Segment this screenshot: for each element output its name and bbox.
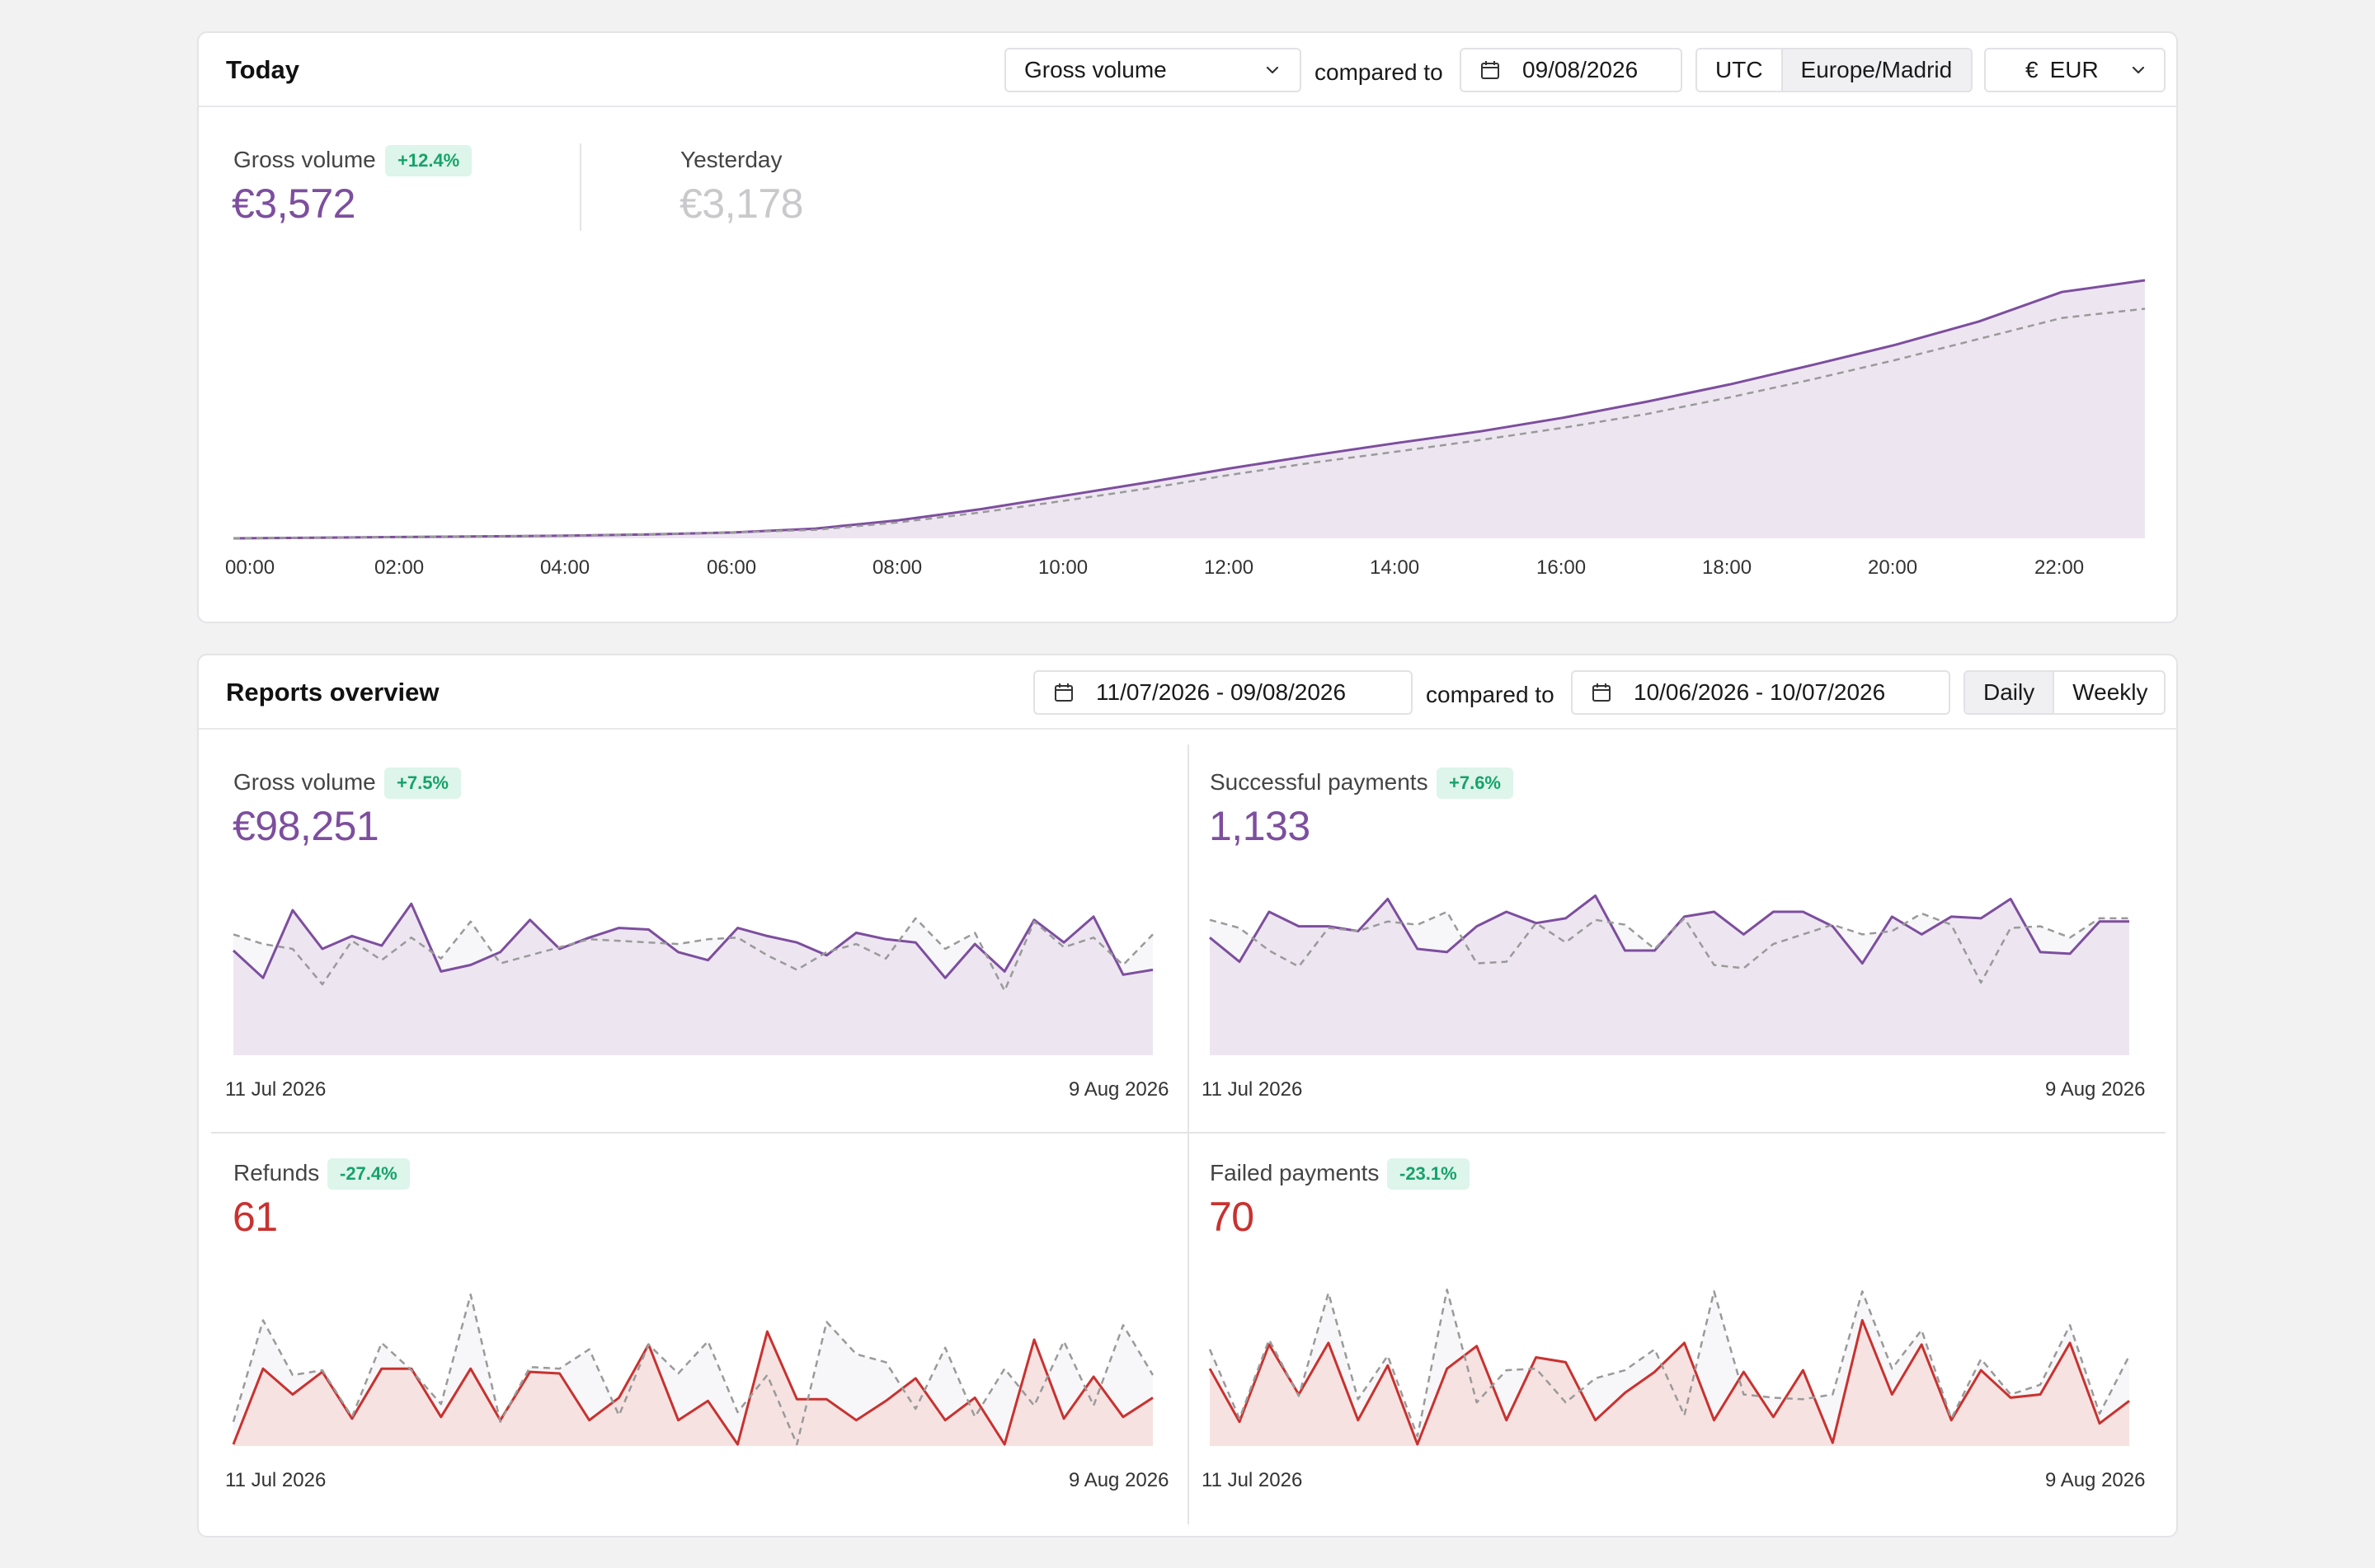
panel-1-line-compare xyxy=(1209,910,2129,984)
today-chart xyxy=(233,279,2146,540)
x-tick-label: 10:00 xyxy=(1038,556,1089,579)
date-range-value: 11/07/2026 - 09/08/2026 xyxy=(1096,679,1347,705)
calendar-icon xyxy=(1053,682,1075,703)
granularity-toggle: Daily Weekly xyxy=(1963,670,2166,715)
today-primary-value: €3,572 xyxy=(232,181,355,227)
panel-change-badge: -27.4% xyxy=(327,1158,410,1190)
today-change-badge: +12.4% xyxy=(385,145,473,176)
reports-compared-to-label: compared to xyxy=(1426,682,1554,707)
panel-2-area-primary xyxy=(233,1331,1153,1446)
today-secondary-label: Yesterday xyxy=(680,147,783,172)
reports-header: Reports overview 11/07/2026 - 09/08/2026… xyxy=(199,655,2176,730)
timezone-option-utc[interactable]: UTC xyxy=(1715,57,1763,82)
panel-start-date: 11 Jul 2026 xyxy=(1202,1469,1303,1491)
x-tick-label: 18:00 xyxy=(1702,556,1752,579)
panel-end-date: 9 Aug 2026 xyxy=(1069,1469,1169,1491)
x-tick-label: 02:00 xyxy=(374,556,425,579)
timezone-option-europe-madrid[interactable]: Europe/Madrid xyxy=(1780,49,1971,91)
panel-0-line-primary xyxy=(232,902,1154,979)
x-tick-label: 16:00 xyxy=(1536,556,1587,579)
timezone-toggle: UTC Europe/Madrid xyxy=(1695,48,1973,92)
chevron-down-icon xyxy=(1263,61,1282,79)
panel-divider-horizontal xyxy=(211,1132,2166,1134)
compared-to-label: compared to xyxy=(1314,59,1443,85)
panel-label: Refunds xyxy=(233,1160,320,1185)
panel-chart xyxy=(1209,894,2129,1055)
panel-chart xyxy=(232,1293,1155,1446)
panel-0-line-compare xyxy=(233,917,1154,993)
panel-end-date: 9 Aug 2026 xyxy=(1069,1078,1169,1101)
panel-end-date: 9 Aug 2026 xyxy=(2045,1469,2146,1491)
today-card: Today Gross volume compared to 09/08/202… xyxy=(197,31,2178,623)
granularity-option-weekly[interactable]: Weekly xyxy=(2053,672,2164,713)
x-tick-label: 08:00 xyxy=(872,556,923,579)
panel-3-area-primary xyxy=(1210,1320,2129,1446)
calendar-icon xyxy=(1591,682,1612,703)
panel-0-area-primary xyxy=(233,904,1153,1055)
chevron-down-icon xyxy=(2129,61,2147,79)
panel-start-date: 11 Jul 2026 xyxy=(225,1078,327,1101)
x-tick-label: 22:00 xyxy=(2034,556,2085,579)
x-tick-label: 12:00 xyxy=(1204,556,1254,579)
panel-1-line-primary xyxy=(1209,894,2129,965)
today-metric-divider xyxy=(580,143,581,231)
panel-start-date: 11 Jul 2026 xyxy=(225,1469,327,1491)
date-range-picker[interactable]: 11/07/2026 - 09/08/2026 xyxy=(1033,670,1413,715)
today-area-primary xyxy=(233,280,2145,538)
panel-value: €98,251 xyxy=(233,803,379,849)
reports-title: Reports overview xyxy=(226,678,440,707)
today-primary-label: Gross volume xyxy=(233,147,376,172)
x-tick-label: 00:00 xyxy=(225,556,275,579)
x-tick-label: 04:00 xyxy=(540,556,590,579)
panel-divider-vertical xyxy=(1188,744,1189,1524)
compare-date-picker[interactable]: 09/08/2026 xyxy=(1460,48,1682,92)
compare-range-value: 10/06/2026 - 10/07/2026 xyxy=(1634,679,1886,705)
panel-1-area-primary xyxy=(1210,895,2129,1055)
metric-select[interactable]: Gross volume xyxy=(1004,48,1301,92)
panel-chart xyxy=(232,902,1154,1055)
today-title: Today xyxy=(226,55,299,84)
metric-select-value: Gross volume xyxy=(1024,57,1167,82)
today-line-primary xyxy=(233,279,2146,540)
compare-date-value: 09/08/2026 xyxy=(1522,57,1639,82)
today-header: Today Gross volume compared to 09/08/202… xyxy=(199,33,2176,107)
granularity-option-daily[interactable]: Daily xyxy=(1965,672,2053,713)
panel-change-badge: +7.6% xyxy=(1437,768,1513,799)
calendar-icon xyxy=(1479,59,1501,81)
currency-select[interactable]: € EUR xyxy=(1984,48,2166,92)
panel-label: Gross volume xyxy=(233,769,376,795)
panel-end-date: 9 Aug 2026 xyxy=(2045,1078,2146,1101)
panel-change-badge: -23.1% xyxy=(1387,1158,1470,1190)
compare-range-picker[interactable]: 10/06/2026 - 10/07/2026 xyxy=(1571,670,1950,715)
panel-3-line-primary xyxy=(1208,1319,2130,1446)
panel-start-date: 11 Jul 2026 xyxy=(1202,1078,1303,1101)
panel-change-badge: +7.5% xyxy=(384,768,461,799)
panel-value: 70 xyxy=(1209,1194,1254,1240)
panel-value: 61 xyxy=(233,1194,278,1240)
today-secondary-value: €3,178 xyxy=(680,181,803,227)
panel-value: 1,133 xyxy=(1209,803,1310,849)
panel-2-line-primary xyxy=(232,1330,1154,1446)
panel-2-line-compare xyxy=(232,1293,1155,1446)
reports-card: Reports overview 11/07/2026 - 09/08/2026… xyxy=(197,654,2178,1537)
x-tick-label: 20:00 xyxy=(1868,556,1918,579)
panel-label: Successful payments xyxy=(1210,769,1428,795)
currency-value: EUR xyxy=(2049,57,2099,82)
x-tick-label: 14:00 xyxy=(1370,556,1420,579)
currency-symbol: € xyxy=(2025,57,2039,82)
x-tick-label: 06:00 xyxy=(707,556,757,579)
panel-label: Failed payments xyxy=(1210,1160,1380,1185)
today-line-compare xyxy=(233,307,2146,540)
panel-chart xyxy=(1208,1289,2131,1446)
